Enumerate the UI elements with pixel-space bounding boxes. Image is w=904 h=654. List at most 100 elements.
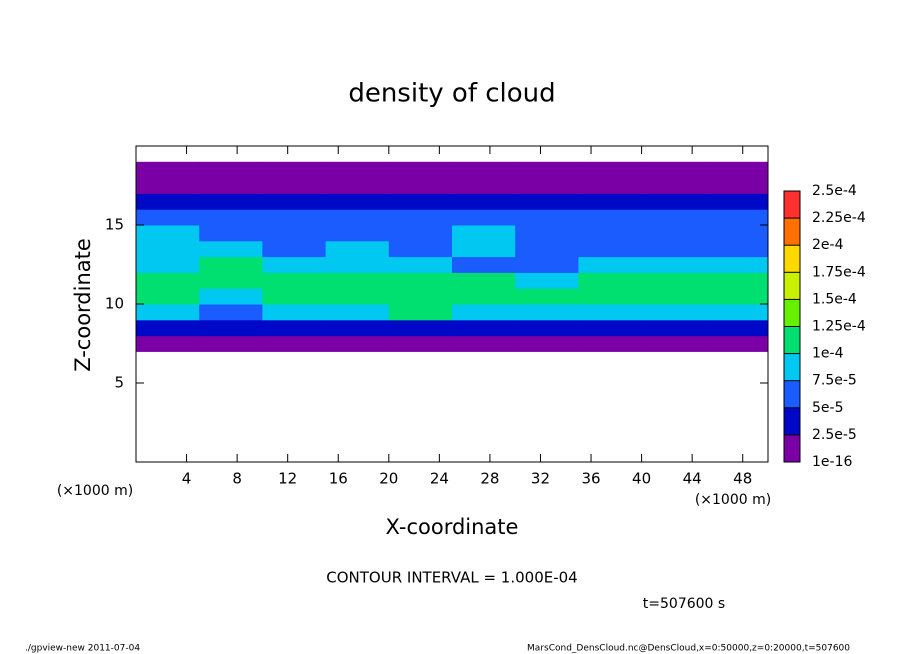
cell (199, 335, 263, 352)
cell (262, 256, 327, 273)
cell (515, 177, 579, 194)
cell (388, 193, 453, 210)
colorbar-label: 2e-4 (812, 237, 844, 253)
cell (578, 177, 643, 194)
cell (325, 161, 390, 179)
cell (262, 288, 327, 305)
cell (641, 304, 706, 321)
cell (388, 161, 453, 179)
cell (199, 225, 263, 242)
cell (515, 335, 579, 352)
cell (578, 193, 643, 210)
cell (325, 288, 390, 305)
cell (515, 272, 579, 289)
x-tick-label: 40 (632, 470, 651, 488)
cell (704, 193, 769, 210)
cell (704, 288, 769, 305)
footer-right: MarsCond_DensCloud.nc@DensCloud,x=0:5000… (527, 644, 850, 654)
cell (262, 209, 327, 226)
cell (704, 272, 769, 289)
colorbar-label: 7.5e-5 (812, 373, 857, 389)
cell (136, 240, 200, 258)
y-tick-label: 10 (105, 295, 124, 313)
cell (136, 177, 200, 194)
cell (704, 225, 769, 242)
colorbar-label: 1.25e-4 (812, 319, 866, 335)
cell (641, 193, 706, 210)
cell (262, 193, 327, 210)
cell (388, 209, 453, 226)
cell (704, 161, 769, 179)
x-tick-label: 4 (182, 470, 192, 488)
cell (578, 209, 643, 226)
x-tick-label: 8 (232, 470, 242, 488)
cell (578, 240, 643, 258)
cell (578, 256, 643, 273)
chart-title: density of cloud (348, 79, 555, 109)
cell (388, 177, 453, 194)
cell (262, 177, 327, 194)
cell (641, 225, 706, 242)
cell (452, 193, 516, 210)
colorbar-swatch (784, 191, 800, 219)
cell (388, 272, 453, 289)
x-tick-label: 12 (278, 470, 297, 488)
colorbar-label: 2.5e-5 (812, 427, 857, 443)
colorbar-label: 1.75e-4 (812, 264, 866, 280)
cell (199, 209, 263, 226)
cell (325, 335, 390, 352)
y-axis-label: Z-coordinate (71, 238, 95, 372)
cell (325, 304, 390, 321)
colorbar-swatch (784, 299, 800, 327)
x-tick-label: 44 (683, 470, 702, 488)
x-tick-label: 32 (531, 470, 550, 488)
cell (199, 177, 263, 194)
cell (452, 319, 516, 337)
cell (515, 193, 579, 210)
cell (136, 225, 200, 242)
cell (578, 272, 643, 289)
y-unit: (×1000 m) (57, 483, 133, 499)
cell (641, 319, 706, 337)
x-tick-label: 20 (379, 470, 398, 488)
cell (641, 161, 706, 179)
x-tick-label: 16 (329, 470, 348, 488)
cell (452, 177, 516, 194)
cell (388, 256, 453, 273)
cell (262, 335, 327, 352)
cell (136, 256, 200, 273)
cell (578, 319, 643, 337)
cell (515, 225, 579, 242)
colorbar-swatch (784, 353, 800, 381)
colorbar-label: 1.5e-4 (812, 291, 857, 307)
cell (262, 161, 327, 179)
cell (388, 335, 453, 352)
colorbar-swatch (784, 218, 800, 246)
cell (641, 177, 706, 194)
cell (199, 288, 263, 305)
colorbar-label: 2.25e-4 (812, 210, 866, 226)
colorbar-swatch (784, 434, 800, 462)
cell (262, 272, 327, 289)
cell (641, 209, 706, 226)
colorbar-label: 1e-16 (812, 454, 852, 470)
cell (388, 240, 453, 258)
x-tick-label: 28 (480, 470, 499, 488)
cell (199, 161, 263, 179)
cell (325, 240, 390, 258)
colorbar-swatch (784, 407, 800, 435)
cell (136, 193, 200, 210)
cell (452, 256, 516, 273)
cell (578, 225, 643, 242)
cell (199, 319, 263, 337)
cell (578, 161, 643, 179)
colorbar-swatch (784, 272, 800, 300)
cell (199, 256, 263, 273)
cell (704, 304, 769, 321)
time-label: t=507600 s (643, 596, 725, 612)
cell (704, 240, 769, 258)
y-tick-label: 5 (114, 374, 124, 392)
x-tick-label: 36 (581, 470, 600, 488)
cell (641, 272, 706, 289)
